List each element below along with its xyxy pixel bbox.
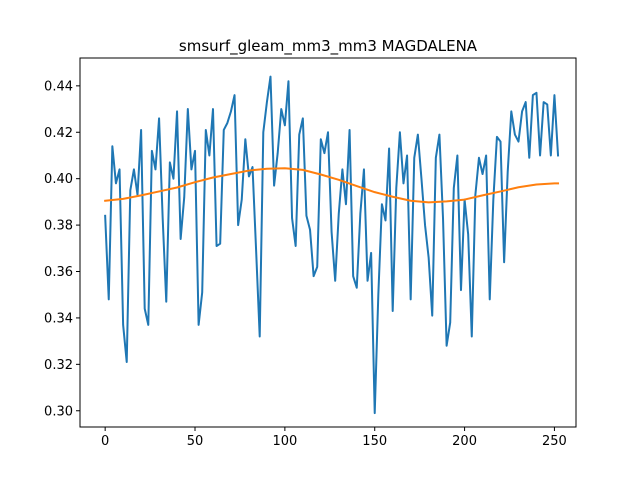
series-layer [104, 75, 560, 415]
x-tick-label: 0 [101, 434, 109, 449]
x-axis: 0 50 100 150 200 250 [101, 427, 567, 449]
y-tick-label: 0.40 [44, 172, 73, 187]
series-line-1 [104, 75, 560, 415]
x-tick-label: 200 [452, 434, 477, 449]
y-tick-label: 0.44 [44, 79, 73, 94]
chart-title: smsurf_gleam_mm3_mm3 MAGDALENA [179, 37, 478, 56]
plot-frame [79, 57, 577, 428]
y-tick-label: 0.36 [44, 265, 73, 280]
x-tick-label: 250 [542, 434, 567, 449]
y-tick-label: 0.38 [44, 219, 73, 234]
series-line-2 [104, 167, 560, 204]
y-tick-label: 0.34 [44, 311, 73, 326]
x-tick-label: 100 [272, 434, 297, 449]
y-tick-label: 0.32 [44, 358, 73, 373]
x-tick-label: 150 [362, 434, 387, 449]
y-tick-label: 0.30 [44, 404, 73, 419]
x-tick-label: 50 [187, 434, 204, 449]
y-axis: 0.30 0.32 0.34 0.36 0.38 0.40 0.42 0.44 [44, 79, 80, 419]
y-tick-label: 0.42 [44, 126, 73, 141]
